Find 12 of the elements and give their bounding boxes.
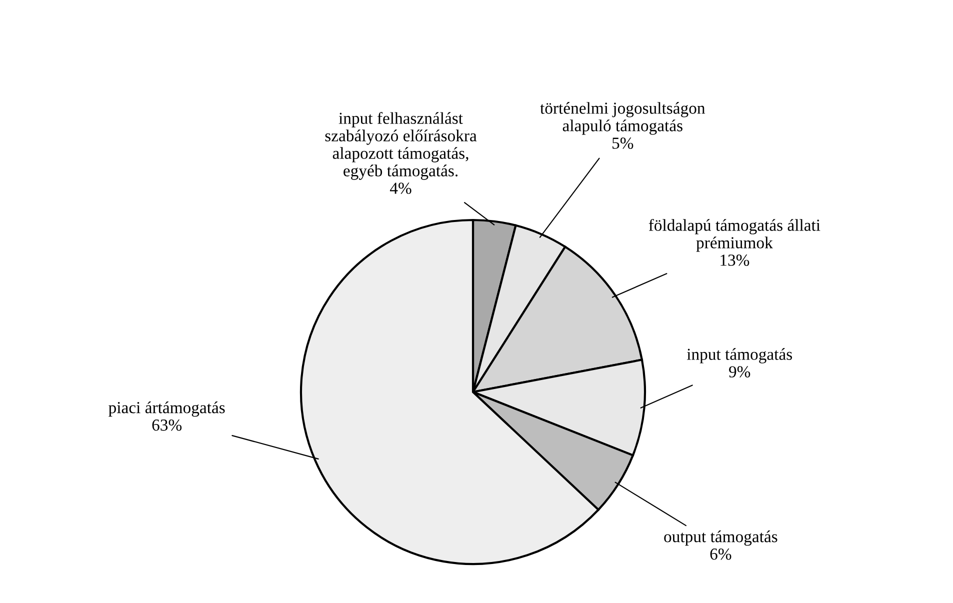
slice-label: output támogatás [664,530,778,546]
data-label: 9% [729,366,750,378]
slice-label: piaci ártámogatás [108,401,225,417]
data-label: 63% [152,419,182,431]
data-label: 13% [720,254,750,266]
data-label: 5% [612,138,634,149]
slice-label: input támogatás [686,348,792,364]
data-label: 6% [710,548,732,560]
data-label: 4% [390,182,412,194]
slice-label: input felhasználást szabályozó előírásokra alapozott támogatás, egyéb támogatás. [325,112,477,180]
slice-label: történelmi jogosultságon alapuló támogatás [540,102,706,135]
slice-label: földalapú támogatás állati prémiumok [648,218,820,252]
